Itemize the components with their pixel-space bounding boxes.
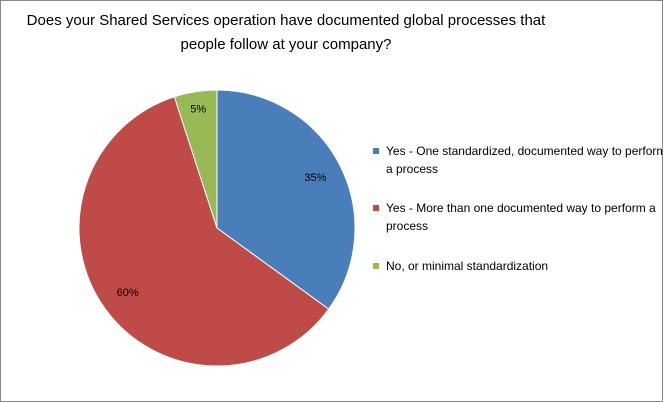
chart-title: Does your Shared Services operation have… [26,12,546,53]
legend-swatch [373,263,379,269]
legend-item: No, or minimal standardization [373,257,662,275]
pie-slice [216,89,356,310]
legend-label: Yes - More than one documented way to pe… [386,201,656,233]
legend-label: No, or minimal standardization [386,259,549,273]
data-label: 5% [190,103,206,115]
legend-item: Yes - One standardized, documented way t… [373,142,663,178]
legend-swatch [373,148,379,154]
pie-slice [173,89,218,229]
legend-label: Yes - One standardized, documented way t… [386,144,663,176]
data-label: 35% [304,172,326,184]
data-label: 60% [117,287,139,299]
legend-item: Yes - More than one documented way to pe… [373,199,662,235]
legend-swatch [373,205,379,211]
pie-slice [78,96,330,367]
